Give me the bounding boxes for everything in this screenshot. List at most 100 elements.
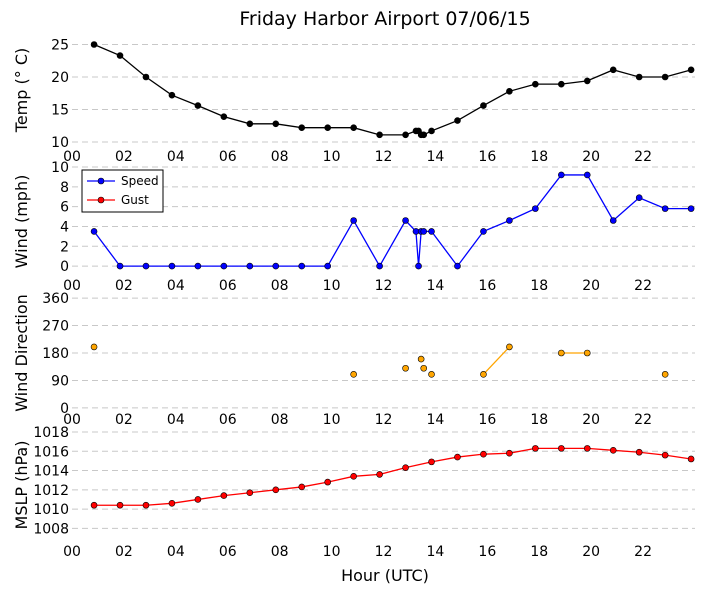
x-tick-label: 20 xyxy=(582,278,600,294)
data-point xyxy=(583,349,591,357)
x-tick-label: 02 xyxy=(115,149,133,165)
y-tick-label: 1016 xyxy=(33,444,69,460)
x-tick-label: 06 xyxy=(219,278,237,294)
data-point xyxy=(324,124,331,131)
data-point xyxy=(609,447,617,454)
y-tick-label: 8 xyxy=(60,180,69,196)
x-tick-label: 10 xyxy=(323,149,341,165)
data-point xyxy=(480,450,487,458)
x-tick-label: 04 xyxy=(167,149,185,165)
x-tick-label: 06 xyxy=(219,149,237,165)
x-tick-label: 02 xyxy=(115,278,133,294)
legend-marker xyxy=(97,177,105,185)
y-tick-label: 4 xyxy=(60,219,69,235)
x-tick-label: 14 xyxy=(427,412,445,428)
data-point xyxy=(90,343,98,351)
data-point xyxy=(661,205,669,212)
y-tick-label: 1018 xyxy=(33,425,69,441)
x-tick-label: 00 xyxy=(63,278,81,294)
y-tick-label: 0 xyxy=(60,401,69,417)
data-point xyxy=(298,262,306,270)
y-axis-label: Wind Direction xyxy=(12,294,31,412)
data-point xyxy=(609,217,617,224)
data-point xyxy=(168,262,176,270)
x-tick-label: 22 xyxy=(634,149,652,165)
data-point xyxy=(661,73,669,81)
data-point xyxy=(324,478,331,486)
x-tick-label: 20 xyxy=(582,149,600,165)
data-point xyxy=(420,131,428,139)
x-tick-label: 08 xyxy=(271,149,289,165)
y-tick-label: 270 xyxy=(42,319,69,335)
data-point xyxy=(532,205,539,212)
y-tick-label: 10 xyxy=(51,160,69,176)
series-line xyxy=(93,43,692,136)
x-tick-label: 14 xyxy=(427,278,445,294)
data-point xyxy=(402,217,409,224)
data-point xyxy=(635,448,643,456)
y-tick-label: 2 xyxy=(60,239,69,255)
data-point xyxy=(376,131,383,139)
y-tick-label: 15 xyxy=(51,103,69,119)
data-point xyxy=(116,262,124,270)
data-point xyxy=(635,73,643,81)
data-point xyxy=(583,445,591,452)
data-point xyxy=(350,371,357,378)
data-point xyxy=(350,473,357,480)
x-tick-label: 12 xyxy=(375,544,393,560)
data-point xyxy=(480,371,487,378)
data-point xyxy=(558,171,565,179)
data-point xyxy=(415,262,422,270)
y-axis-label: Temp (° C) xyxy=(12,48,31,133)
x-tick-label: 16 xyxy=(478,149,496,165)
y-tick-label: 180 xyxy=(42,346,69,362)
legend-label: Gust xyxy=(121,193,149,207)
data-point xyxy=(428,228,435,235)
data-point xyxy=(272,486,280,494)
data-point xyxy=(402,131,409,139)
x-tick-label: 12 xyxy=(375,412,393,428)
data-point xyxy=(90,228,98,235)
data-point xyxy=(116,501,124,509)
data-point xyxy=(298,124,306,131)
x-tick-label: 22 xyxy=(634,278,652,294)
data-point xyxy=(194,102,202,109)
data-point xyxy=(687,66,695,74)
y-tick-label: 1014 xyxy=(33,464,69,480)
series-segment xyxy=(482,346,510,375)
y-tick-label: 20 xyxy=(51,70,69,86)
data-point xyxy=(480,228,487,235)
data-point xyxy=(168,91,176,99)
x-tick-label: 18 xyxy=(530,149,548,165)
data-point xyxy=(609,66,617,74)
data-point xyxy=(558,445,565,452)
data-point xyxy=(272,120,280,128)
x-tick-label: 08 xyxy=(271,412,289,428)
x-tick-label: 20 xyxy=(582,412,600,428)
y-tick-label: 360 xyxy=(42,291,69,307)
data-point xyxy=(506,88,513,95)
data-point xyxy=(558,349,565,357)
data-point xyxy=(454,262,461,270)
data-point xyxy=(376,262,383,270)
y-tick-label: 0 xyxy=(60,259,69,275)
chart-title: Friday Harbor Airport 07/06/15 xyxy=(239,8,530,30)
data-point xyxy=(246,120,254,128)
x-tick-label: 00 xyxy=(63,149,81,165)
data-point xyxy=(583,171,591,179)
x-tick-label: 14 xyxy=(427,149,445,165)
data-point xyxy=(376,471,383,478)
x-tick-label: 08 xyxy=(271,278,289,294)
x-tick-label: 20 xyxy=(582,544,600,560)
x-tick-label: 02 xyxy=(115,412,133,428)
x-tick-label: 18 xyxy=(530,278,548,294)
series-line xyxy=(94,447,692,506)
data-point xyxy=(116,52,124,59)
data-point xyxy=(428,127,435,135)
y-tick-label: 10 xyxy=(51,135,69,151)
x-tick-label: 06 xyxy=(219,412,237,428)
x-tick-label: 00 xyxy=(63,412,81,428)
